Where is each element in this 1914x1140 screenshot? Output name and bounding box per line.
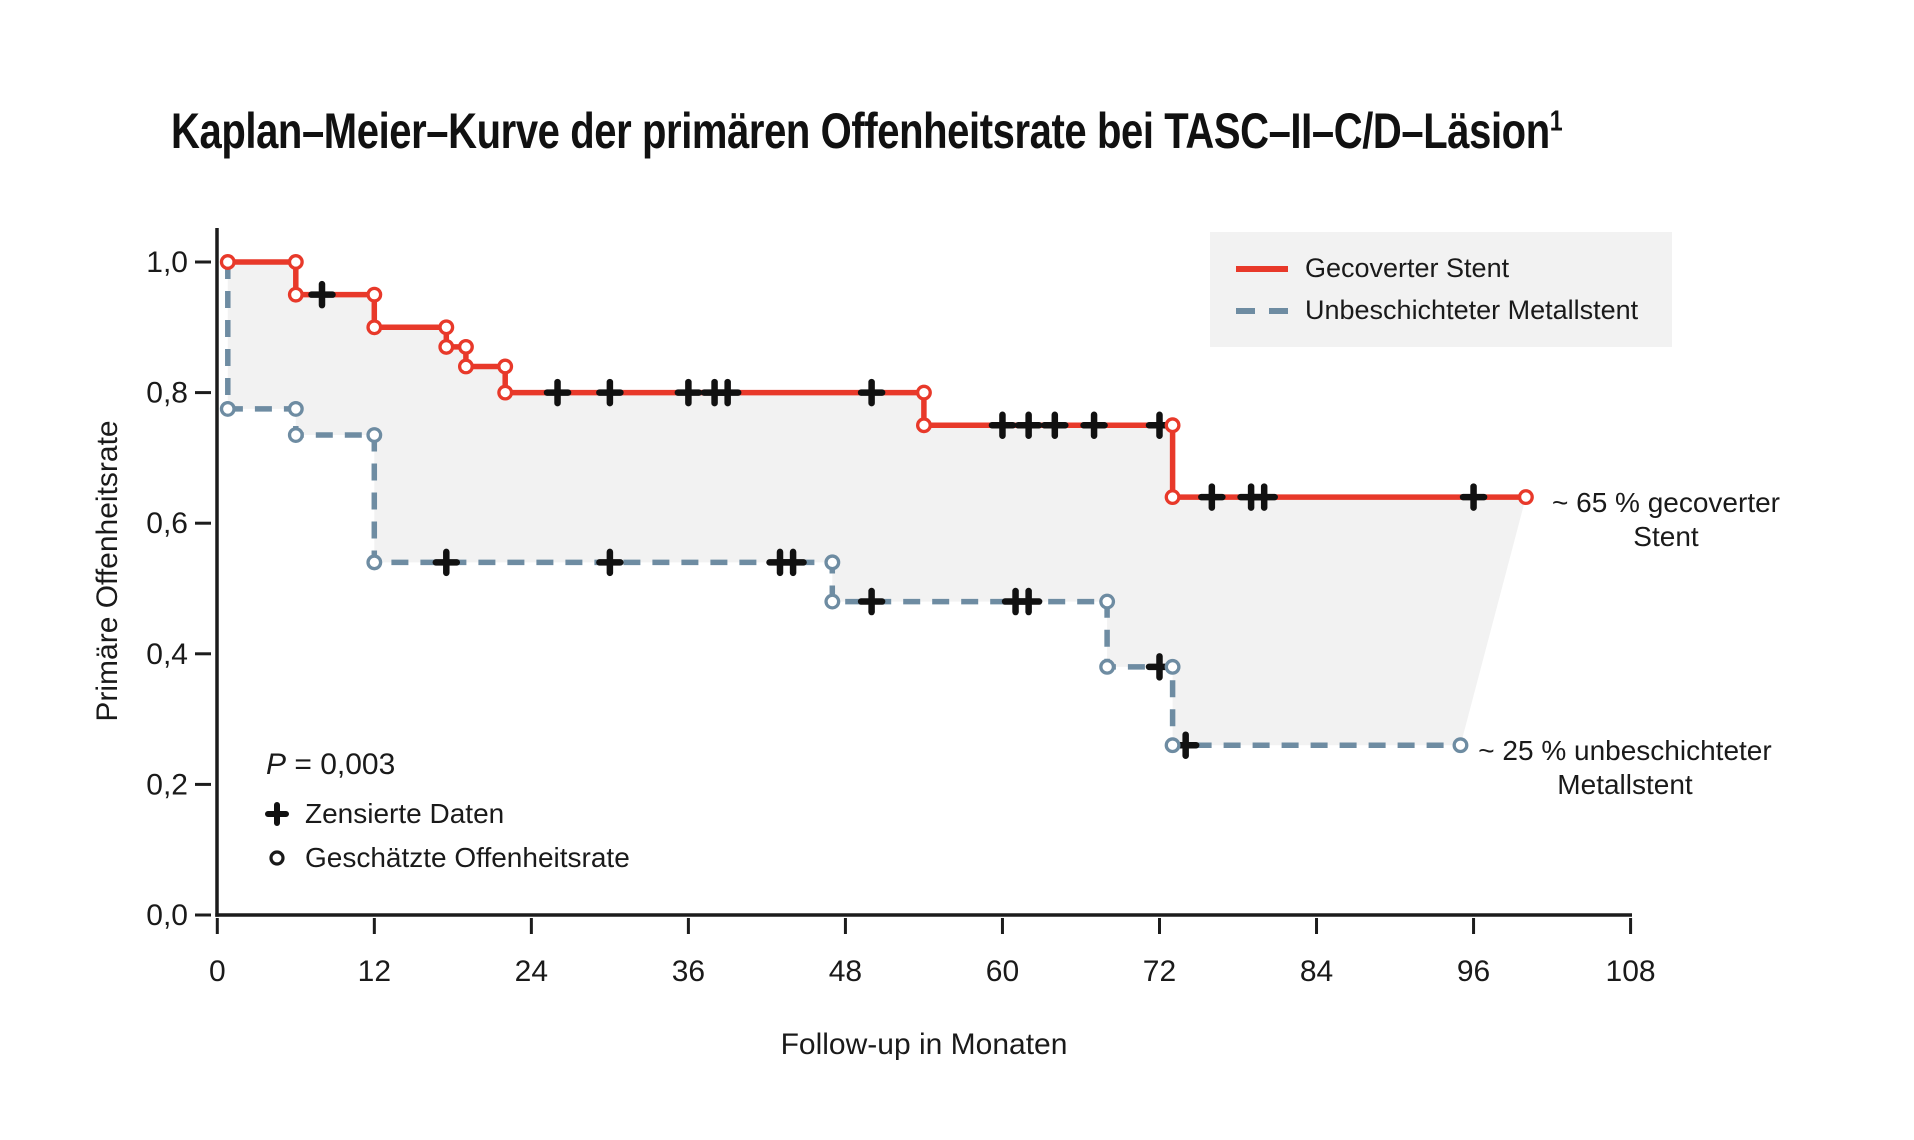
chart-title-text: Kaplan–Meier–Kurve der primären Offenhei… [171,103,1550,159]
svg-text:48: 48 [829,955,862,988]
key-label: Geschätzte Offenheitsrate [305,842,630,873]
svg-text:0,8: 0,8 [146,377,188,410]
p-symbol: P [266,748,287,781]
p-value: P = 0,003 [266,748,395,782]
svg-text:36: 36 [672,955,705,988]
svg-text:84: 84 [1300,955,1333,988]
svg-text:12: 12 [358,955,391,988]
annotation-covered-stent: ~ 65 % gecoverter Stent [1538,486,1794,554]
annotation-line: ~ 65 % gecoverter [1551,487,1781,518]
svg-text:108: 108 [1606,955,1656,988]
legend-label: Unbeschichteter Metallstent [1305,295,1639,325]
svg-text:0,4: 0,4 [146,638,188,671]
key-label: Zensierte Daten [305,798,505,829]
y-axis-title: Primäre Offenheitsrate [91,420,124,722]
annotation-line: Metallstent [1557,769,1693,800]
svg-text:0: 0 [209,955,226,988]
key-estimated-rate: Geschätzte Offenheitsrate [262,843,630,873]
svg-text:1,0: 1,0 [146,246,188,279]
annotation-line: ~ 25 % unbeschichteter [1478,735,1772,766]
solid-line-icon [1236,265,1288,272]
svg-text:96: 96 [1457,955,1490,988]
circle-icon [269,850,285,866]
key-censored-data: Zensierte Daten [262,799,504,829]
legend-label: Gecoverter Stent [1305,253,1510,283]
annotation-bare-metal-stent: ~ 25 % unbeschichteter Metallstent [1472,734,1778,802]
svg-text:0,6: 0,6 [146,507,188,540]
svg-text:0,0: 0,0 [146,899,188,932]
svg-text:60: 60 [986,955,1019,988]
chart-title-footnote-marker: 1 [1549,105,1563,138]
svg-text:0,2: 0,2 [146,768,188,801]
svg-text:72: 72 [1143,955,1176,988]
chart-title: Kaplan–Meier–Kurve der primären Offenhei… [171,104,1563,159]
legend-item-covered-stent: Gecoverter Stent [1234,255,1672,282]
plus-icon [265,802,289,826]
svg-text:24: 24 [515,955,548,988]
annotation-line: Stent [1633,521,1699,552]
p-rest: = 0,003 [286,748,396,781]
legend: Gecoverter Stent Unbeschichteter Metalls… [1210,232,1672,347]
dashed-line-icon [1236,307,1288,314]
x-axis-title: Follow-up in Monaten [780,1028,1068,1061]
legend-item-bare-metal-stent: Unbeschichteter Metallstent [1234,297,1672,324]
